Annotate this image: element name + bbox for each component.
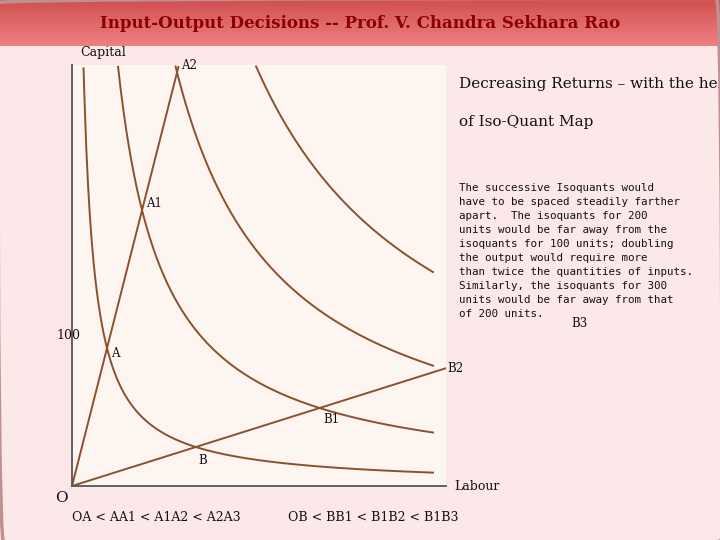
Text: B: B <box>199 454 207 467</box>
Text: The successive Isoquants would
have to be spaced steadily farther
apart.  The is: The successive Isoquants would have to b… <box>459 183 693 319</box>
Bar <box>0 35 720 37</box>
Bar <box>0 25 720 28</box>
Text: O: O <box>55 491 68 505</box>
Text: 100: 100 <box>56 329 80 342</box>
Text: Input-Output Decisions -- Prof. V. Chandra Sekhara Rao: Input-Output Decisions -- Prof. V. Chand… <box>100 15 620 32</box>
Bar <box>0 5 720 7</box>
Text: of Iso-Quant Map: of Iso-Quant Map <box>459 116 593 130</box>
Text: A1: A1 <box>146 197 162 210</box>
Bar <box>0 30 720 32</box>
Text: Labour: Labour <box>454 480 500 492</box>
Text: B1: B1 <box>323 413 340 426</box>
Bar <box>0 41 720 44</box>
Bar <box>0 7 720 9</box>
Bar <box>0 14 720 16</box>
Bar <box>0 11 720 14</box>
Bar <box>0 44 720 46</box>
Text: OA < AA1 < A1A2 < A2A3: OA < AA1 < A1A2 < A2A3 <box>72 511 240 524</box>
Text: A2: A2 <box>181 59 197 72</box>
Bar <box>0 21 720 23</box>
Text: Capital: Capital <box>80 46 126 59</box>
Bar <box>0 9 720 11</box>
Text: B2: B2 <box>447 362 464 375</box>
Text: A: A <box>111 347 120 360</box>
Bar <box>0 16 720 18</box>
Text: B3: B3 <box>571 317 588 330</box>
Bar <box>0 28 720 30</box>
Bar <box>0 2 720 5</box>
Bar <box>0 0 720 2</box>
Bar <box>0 37 720 39</box>
Bar <box>0 18 720 21</box>
Text: OB < BB1 < B1B2 < B1B3: OB < BB1 < B1B2 < B1B3 <box>288 511 459 524</box>
Bar <box>0 23 720 25</box>
Bar <box>0 32 720 35</box>
Text: Decreasing Returns – with the help: Decreasing Returns – with the help <box>459 77 720 91</box>
Bar <box>0 39 720 42</box>
